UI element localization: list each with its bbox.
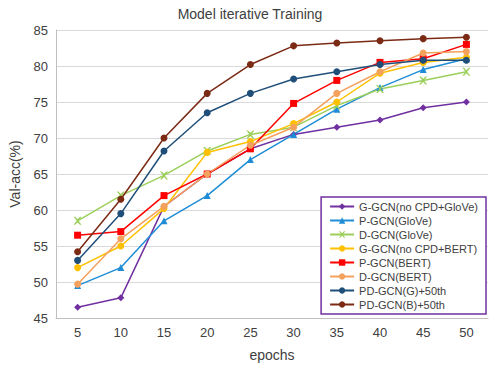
svg-text:60: 60 xyxy=(34,203,48,218)
svg-text:55: 55 xyxy=(34,239,48,254)
svg-text:35: 35 xyxy=(330,325,344,340)
svg-text:65: 65 xyxy=(34,167,48,182)
svg-text:20: 20 xyxy=(200,325,214,340)
svg-text:P-GCN(BERT): P-GCN(BERT) xyxy=(359,257,431,269)
svg-text:50: 50 xyxy=(459,325,473,340)
svg-text:G-GCN(no CPD+BERT): G-GCN(no CPD+BERT) xyxy=(359,243,477,255)
svg-text:85: 85 xyxy=(34,23,48,38)
svg-text:PD-GCN(G)+50th: PD-GCN(G)+50th xyxy=(359,285,446,297)
svg-text:30: 30 xyxy=(286,325,300,340)
svg-text:D-GCN(BERT): D-GCN(BERT) xyxy=(359,271,432,283)
svg-text:45: 45 xyxy=(416,325,430,340)
svg-text:epochs: epochs xyxy=(249,347,294,363)
svg-text:G-GCN(no CPD+GloVe): G-GCN(no CPD+GloVe) xyxy=(359,201,478,213)
svg-text:25: 25 xyxy=(243,325,257,340)
svg-text:5: 5 xyxy=(74,325,81,340)
svg-text:Val-acc(%): Val-acc(%) xyxy=(7,140,23,207)
svg-text:15: 15 xyxy=(157,325,171,340)
svg-text:50: 50 xyxy=(34,275,48,290)
svg-text:10: 10 xyxy=(114,325,128,340)
svg-text:45: 45 xyxy=(34,311,48,326)
svg-text:40: 40 xyxy=(373,325,387,340)
svg-text:Model iterative Training: Model iterative Training xyxy=(178,6,323,22)
svg-text:75: 75 xyxy=(34,95,48,110)
svg-text:70: 70 xyxy=(34,131,48,146)
svg-text:D-GCN(GloVe): D-GCN(GloVe) xyxy=(359,229,432,241)
svg-text:80: 80 xyxy=(34,59,48,74)
svg-text:PD-GCN(B)+50th: PD-GCN(B)+50th xyxy=(359,299,445,311)
svg-text:P-GCN(GloVe): P-GCN(GloVe) xyxy=(359,215,432,227)
